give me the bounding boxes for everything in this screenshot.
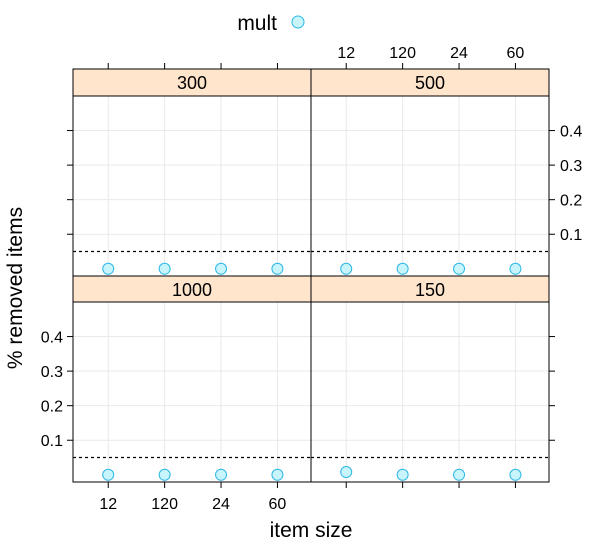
y-tick-label: 0.2 <box>41 399 63 416</box>
data-point <box>158 468 171 481</box>
x-tick-label: 60 <box>269 496 287 513</box>
data-point <box>453 468 466 481</box>
y-tick-label: 0.2 <box>560 193 582 210</box>
data-point <box>509 262 522 275</box>
x-tick-label: 24 <box>450 45 468 62</box>
data-point <box>102 262 115 275</box>
strip-background <box>72 68 312 97</box>
panel-1000: 1000 <box>72 275 312 483</box>
y-tick-label: 0.4 <box>560 124 582 141</box>
legend-title: mult <box>237 12 277 35</box>
data-point <box>340 262 353 275</box>
data-point <box>215 468 228 481</box>
panel-background <box>73 302 311 482</box>
y-axis-title: % removed items <box>4 207 27 369</box>
data-point <box>509 468 522 481</box>
data-point <box>453 262 466 275</box>
strip-label: 500 <box>415 73 445 93</box>
data-point <box>215 262 228 275</box>
panel-150: 150 <box>310 275 550 483</box>
y-tick-label: 0.3 <box>560 158 582 175</box>
x-tick-label: 12 <box>337 45 355 62</box>
data-point <box>396 262 409 275</box>
y-tick-label: 0.1 <box>41 433 63 450</box>
panel-300: 300 <box>72 68 312 277</box>
data-point <box>102 468 115 481</box>
legend: mult <box>237 12 305 35</box>
panel-background <box>311 302 549 482</box>
x-axis-title: item size <box>270 519 353 542</box>
strip-label: 1000 <box>172 280 212 300</box>
panel-background <box>73 96 311 276</box>
strip-label: 300 <box>177 73 207 93</box>
legend-symbol <box>291 15 305 29</box>
data-point <box>271 262 284 275</box>
x-tick-label: 24 <box>212 496 230 513</box>
panel-500: 500 <box>310 68 550 277</box>
y-tick-label: 0.4 <box>41 330 63 347</box>
x-tick-label: 12 <box>99 496 117 513</box>
x-tick-label: 60 <box>507 45 525 62</box>
y-tick-label: 0.3 <box>41 364 63 381</box>
data-point <box>271 468 284 481</box>
strip-label: 150 <box>415 280 445 300</box>
strip-background <box>72 275 312 303</box>
strip-background <box>310 275 550 303</box>
panel-background <box>311 96 549 276</box>
data-point <box>340 466 353 479</box>
data-point <box>158 262 171 275</box>
x-tick-label: 120 <box>389 45 416 62</box>
strip-background <box>310 68 550 97</box>
data-point <box>396 468 409 481</box>
x-tick-label: 120 <box>151 496 178 513</box>
y-tick-label: 0.1 <box>560 227 582 244</box>
